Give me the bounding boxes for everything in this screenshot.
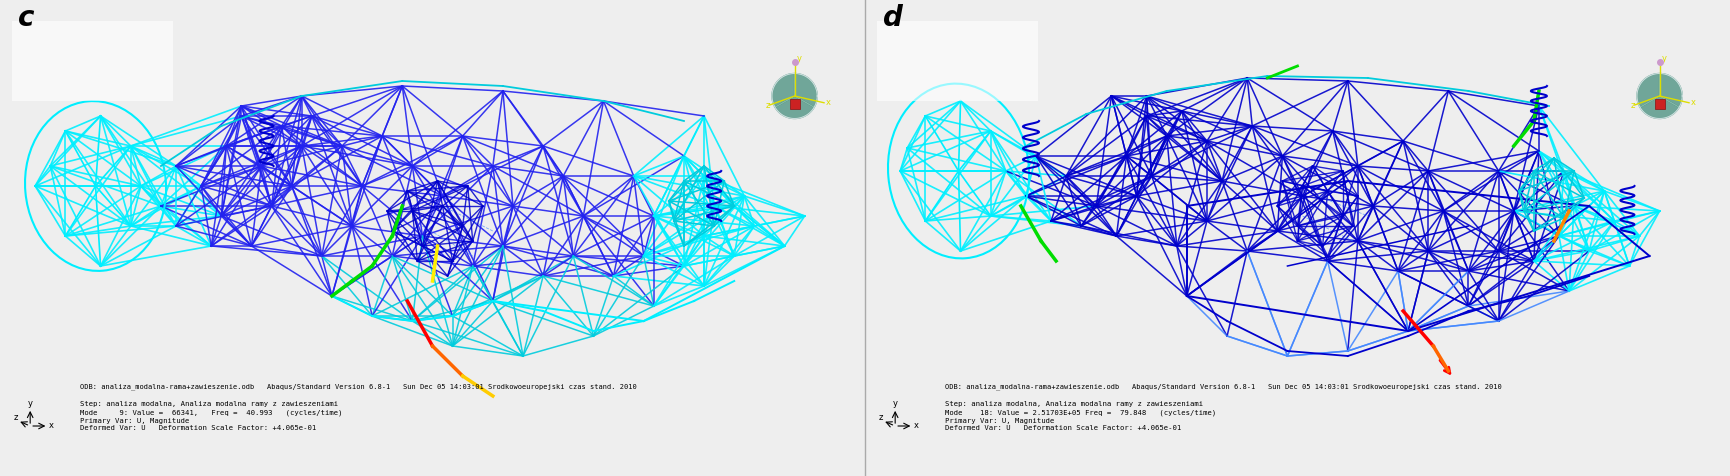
Text: y: y bbox=[28, 399, 33, 408]
Bar bbox=[877, 21, 1038, 101]
Text: z: z bbox=[1630, 100, 1635, 109]
Text: y: y bbox=[1663, 54, 1668, 63]
Text: Step: analiza modalna, Analiza modalna ramy z zawieszeniami
Mode     9: Value = : Step: analiza modalna, Analiza modalna r… bbox=[81, 401, 343, 432]
Text: d: d bbox=[882, 4, 903, 32]
Text: z: z bbox=[14, 413, 19, 422]
Bar bbox=[789, 99, 799, 109]
Text: x: x bbox=[913, 422, 919, 430]
Text: ODB: analiza_modalna-rama+zawieszenie.odb   Abaqus/Standard Version 6.8-1   Sun : ODB: analiza_modalna-rama+zawieszenie.od… bbox=[81, 383, 637, 390]
Text: ODB: analiza_modalna-rama+zawieszenie.odb   Abaqus/Standard Version 6.8-1   Sun : ODB: analiza_modalna-rama+zawieszenie.od… bbox=[946, 383, 1502, 390]
Polygon shape bbox=[1640, 96, 1680, 119]
Polygon shape bbox=[1637, 73, 1659, 107]
Polygon shape bbox=[772, 73, 794, 107]
Text: c: c bbox=[17, 4, 35, 32]
Text: x: x bbox=[825, 98, 830, 107]
Text: z: z bbox=[765, 100, 770, 109]
Text: x: x bbox=[48, 422, 54, 430]
Text: y: y bbox=[893, 399, 898, 408]
Text: Step: analiza modalna, Analiza modalna ramy z zawieszeniami
Mode    18: Value = : Step: analiza modalna, Analiza modalna r… bbox=[946, 401, 1216, 432]
Text: y: y bbox=[798, 54, 803, 63]
Polygon shape bbox=[794, 73, 817, 107]
Text: z: z bbox=[879, 413, 884, 422]
Polygon shape bbox=[775, 96, 815, 119]
Text: x: x bbox=[1690, 98, 1695, 107]
Polygon shape bbox=[1659, 73, 1682, 107]
Bar bbox=[1654, 99, 1664, 109]
Bar bbox=[12, 21, 173, 101]
